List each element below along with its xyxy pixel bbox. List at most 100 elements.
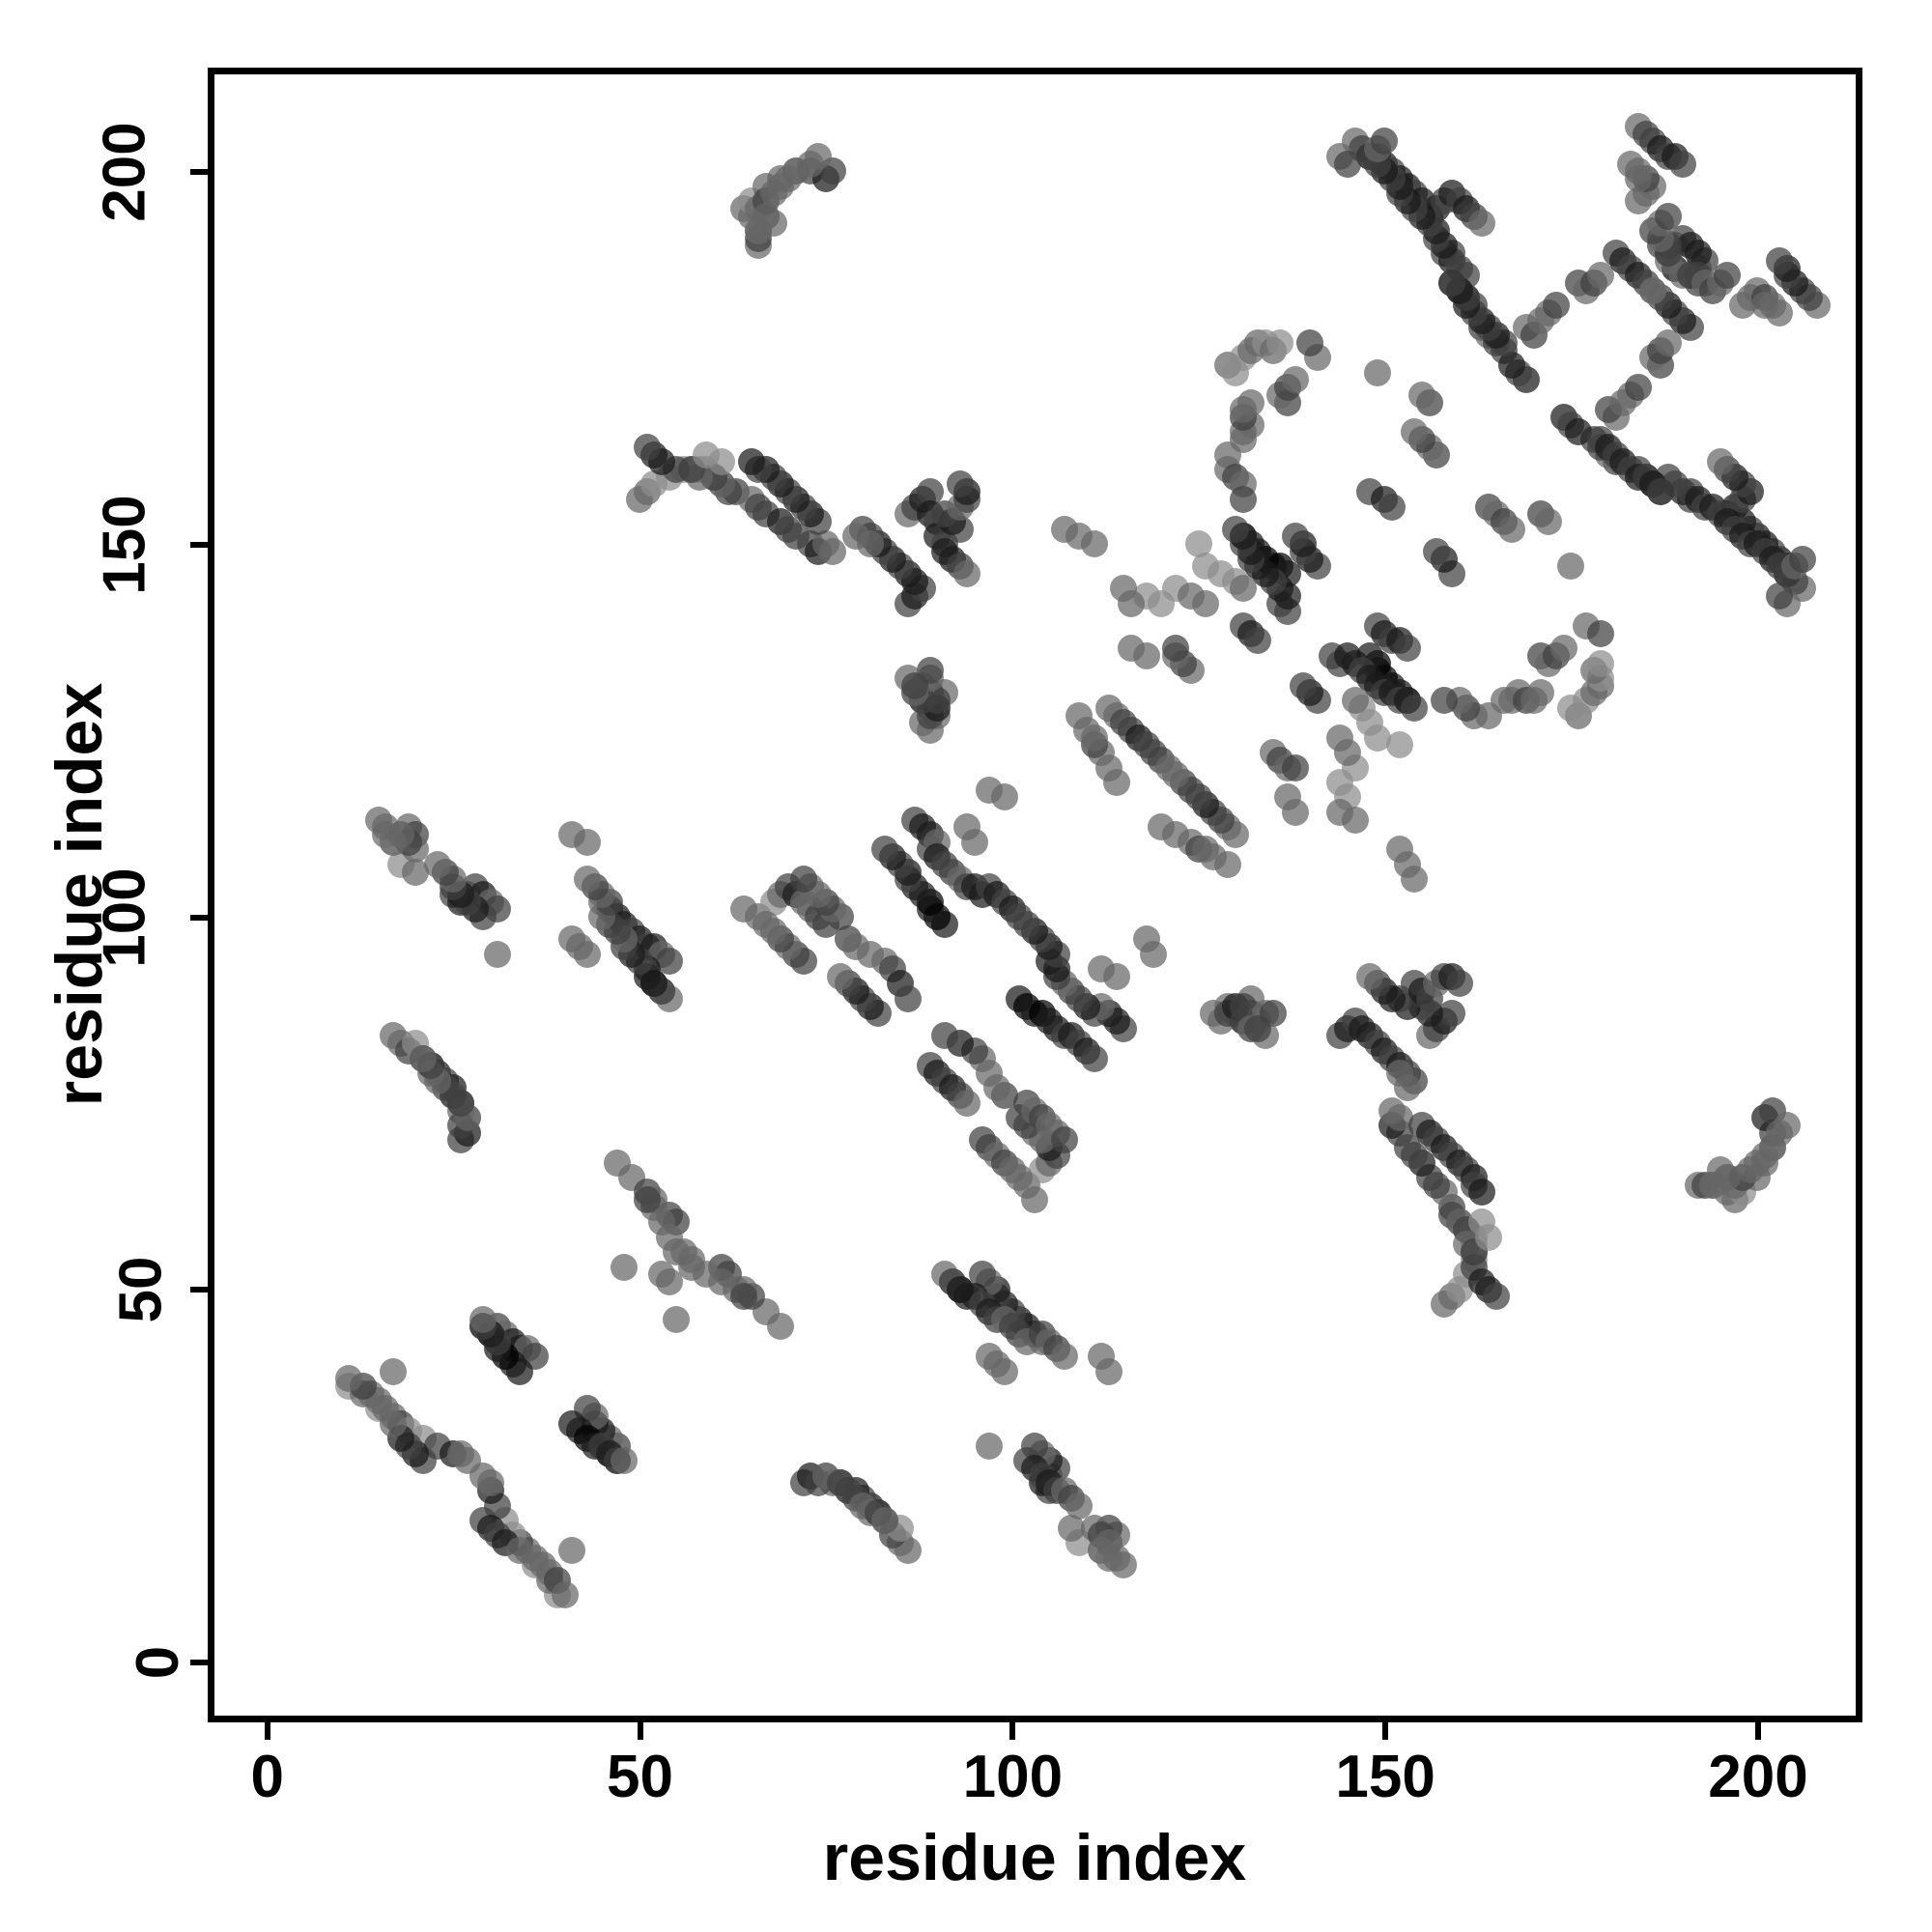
scatter-point bbox=[1467, 1179, 1495, 1207]
scatter-point bbox=[953, 559, 981, 587]
y-tick-label: 200 bbox=[91, 122, 158, 222]
scatter-point bbox=[931, 1022, 959, 1050]
scatter-point bbox=[1065, 701, 1094, 729]
scatter-point bbox=[424, 850, 452, 878]
scatter-point bbox=[1378, 493, 1406, 521]
scatter-point bbox=[953, 1089, 981, 1117]
scatter-point bbox=[1162, 635, 1190, 663]
scatter-point bbox=[1281, 753, 1309, 781]
scatter-point bbox=[1766, 298, 1794, 327]
scatter-point bbox=[1617, 150, 1645, 178]
scatter-point bbox=[380, 1357, 408, 1385]
scatter-point bbox=[1281, 366, 1309, 394]
scatter-point bbox=[1132, 641, 1160, 669]
scatter-point bbox=[1266, 328, 1294, 356]
scatter-point bbox=[946, 470, 974, 498]
scatter-point bbox=[611, 1253, 639, 1281]
scatter-point bbox=[551, 1581, 579, 1609]
scatter-points-layer bbox=[214, 74, 1856, 1716]
scatter-point bbox=[1236, 388, 1264, 416]
scatter-point bbox=[1341, 687, 1369, 715]
x-tick-mark bbox=[1754, 1722, 1761, 1740]
scatter-point bbox=[819, 537, 847, 565]
scatter-point bbox=[484, 940, 512, 968]
scatter-point bbox=[1132, 925, 1160, 953]
y-tick-mark bbox=[190, 541, 208, 548]
scatter-point bbox=[663, 1305, 691, 1333]
scatter-point bbox=[1222, 515, 1250, 543]
scatter-point bbox=[894, 984, 922, 1012]
scatter-point bbox=[857, 530, 885, 558]
scatter-point bbox=[805, 142, 832, 170]
scatter-point bbox=[1065, 1492, 1094, 1520]
scatter-point bbox=[1669, 150, 1697, 178]
y-axis-title: residue index bbox=[43, 682, 116, 1107]
scatter-point bbox=[1088, 1343, 1116, 1371]
scatter-point bbox=[1088, 954, 1116, 982]
y-tick-mark bbox=[190, 914, 208, 921]
scatter-point bbox=[1639, 276, 1667, 304]
scatter-point bbox=[1378, 1096, 1406, 1124]
scatter-point bbox=[1274, 783, 1302, 811]
scatter-point bbox=[1013, 910, 1041, 938]
scatter-point bbox=[633, 433, 661, 461]
scatter-point bbox=[558, 1536, 586, 1564]
y-tick-label: 0 bbox=[124, 1646, 191, 1680]
x-axis-title: residue index bbox=[822, 1821, 1247, 1894]
scatter-point bbox=[1535, 507, 1563, 535]
scatter-point bbox=[737, 448, 765, 476]
scatter-point bbox=[573, 866, 601, 894]
x-tick-label: 50 bbox=[607, 1744, 674, 1810]
scatter-point bbox=[1356, 962, 1383, 990]
scatter-point bbox=[1527, 679, 1555, 707]
scatter-point bbox=[1646, 478, 1674, 506]
scatter-point bbox=[410, 1044, 438, 1072]
x-tick-mark bbox=[264, 1722, 270, 1740]
scatter-point bbox=[1408, 381, 1436, 409]
scatter-point bbox=[827, 962, 855, 990]
scatter-point bbox=[1244, 1014, 1272, 1042]
scatter-point bbox=[1549, 635, 1577, 663]
scatter-point bbox=[1475, 1223, 1503, 1251]
scatter-point bbox=[1654, 202, 1682, 230]
y-tick-label: 150 bbox=[91, 495, 158, 595]
scatter-point bbox=[1774, 1111, 1802, 1139]
x-tick-mark bbox=[1009, 1722, 1016, 1740]
scatter-point bbox=[1229, 485, 1257, 513]
scatter-point bbox=[611, 1447, 639, 1475]
scatter-point bbox=[1714, 262, 1742, 290]
scatter-point bbox=[1110, 1551, 1138, 1579]
scatter-point bbox=[1437, 270, 1465, 298]
scatter-point bbox=[1281, 523, 1309, 551]
x-tick-label: 150 bbox=[1335, 1744, 1435, 1810]
y-tick-label: 50 bbox=[107, 1256, 175, 1323]
scatter-point bbox=[901, 671, 929, 699]
scatter-point bbox=[745, 217, 773, 245]
scatter-point bbox=[1423, 537, 1451, 565]
x-tick-mark bbox=[1382, 1722, 1389, 1740]
scatter-point bbox=[1788, 545, 1816, 573]
scatter-point bbox=[1333, 150, 1361, 178]
scatter-point bbox=[573, 940, 601, 968]
x-tick-mark bbox=[637, 1722, 643, 1740]
scatter-point bbox=[334, 1365, 362, 1393]
scatter-point bbox=[1624, 374, 1652, 402]
scatter-point bbox=[1445, 970, 1473, 998]
scatter-point bbox=[469, 1305, 497, 1333]
scatter-point bbox=[1192, 589, 1220, 617]
scatter-point bbox=[1341, 806, 1369, 834]
scatter-point bbox=[1497, 515, 1525, 543]
scatter-point bbox=[1766, 246, 1794, 274]
x-tick-label: 200 bbox=[1708, 1744, 1808, 1810]
scatter-point bbox=[1706, 448, 1734, 476]
scatter-point bbox=[871, 836, 899, 864]
scatter-point bbox=[1363, 358, 1391, 386]
scatter-point bbox=[1080, 530, 1108, 558]
scatter-point bbox=[1080, 1044, 1108, 1072]
scatter-point bbox=[1467, 210, 1495, 238]
scatter-point bbox=[1587, 619, 1615, 647]
scatter-point bbox=[990, 783, 1018, 811]
scatter-point bbox=[1698, 1171, 1726, 1199]
scatter-point bbox=[1006, 1164, 1034, 1191]
